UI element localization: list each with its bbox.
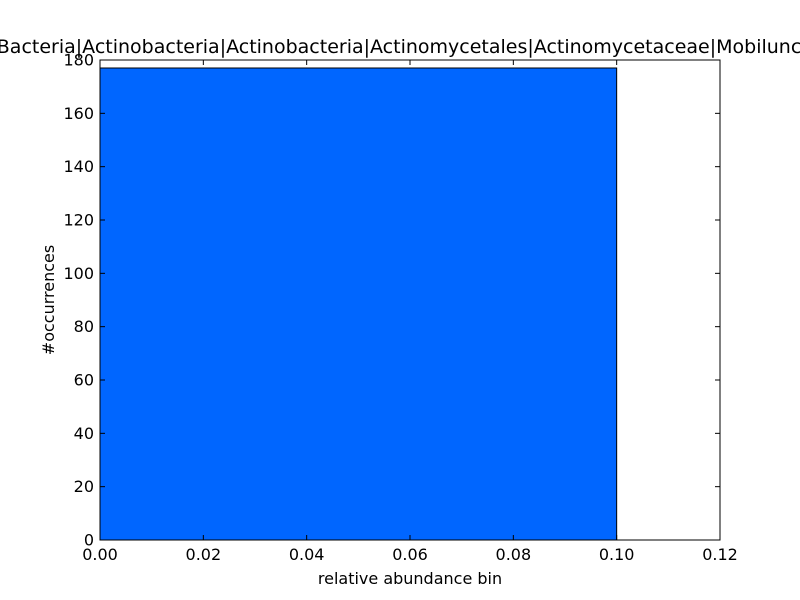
- y-tick-label: 100: [63, 264, 94, 283]
- x-tick-label: 0.12: [702, 545, 738, 564]
- x-tick-label: 0.00: [82, 545, 118, 564]
- y-tick-label: 20: [74, 477, 94, 496]
- x-tick-label: 0.06: [392, 545, 428, 564]
- y-tick-label: 180: [63, 51, 94, 70]
- y-tick-label: 140: [63, 157, 94, 176]
- x-tick-label: 0.04: [289, 545, 325, 564]
- x-tick-label: 0.10: [599, 545, 635, 564]
- y-tick-label: 40: [74, 424, 94, 443]
- y-tick-label: 60: [74, 371, 94, 390]
- y-tick-label: 80: [74, 317, 94, 336]
- y-tick-label: 0: [84, 531, 94, 550]
- x-tick-label: 0.02: [186, 545, 222, 564]
- y-axis-title: #occurrences: [39, 245, 58, 355]
- bars-layer: [99, 67, 618, 541]
- x-axis-title: relative abundance bin: [318, 569, 502, 588]
- histogram-bar: [99, 67, 618, 541]
- y-tick-label: 160: [63, 104, 94, 123]
- ticks-layer: 0.00 0.02 0.04 0.06 0.08 0.10 0.12 0 20 40 60 80 100…: [63, 51, 737, 565]
- chart-title: Bacteria|Actinobacteria|Actinobacteria|A…: [0, 36, 800, 58]
- y-tick-label: 120: [63, 211, 94, 230]
- x-tick-label: 0.08: [496, 545, 532, 564]
